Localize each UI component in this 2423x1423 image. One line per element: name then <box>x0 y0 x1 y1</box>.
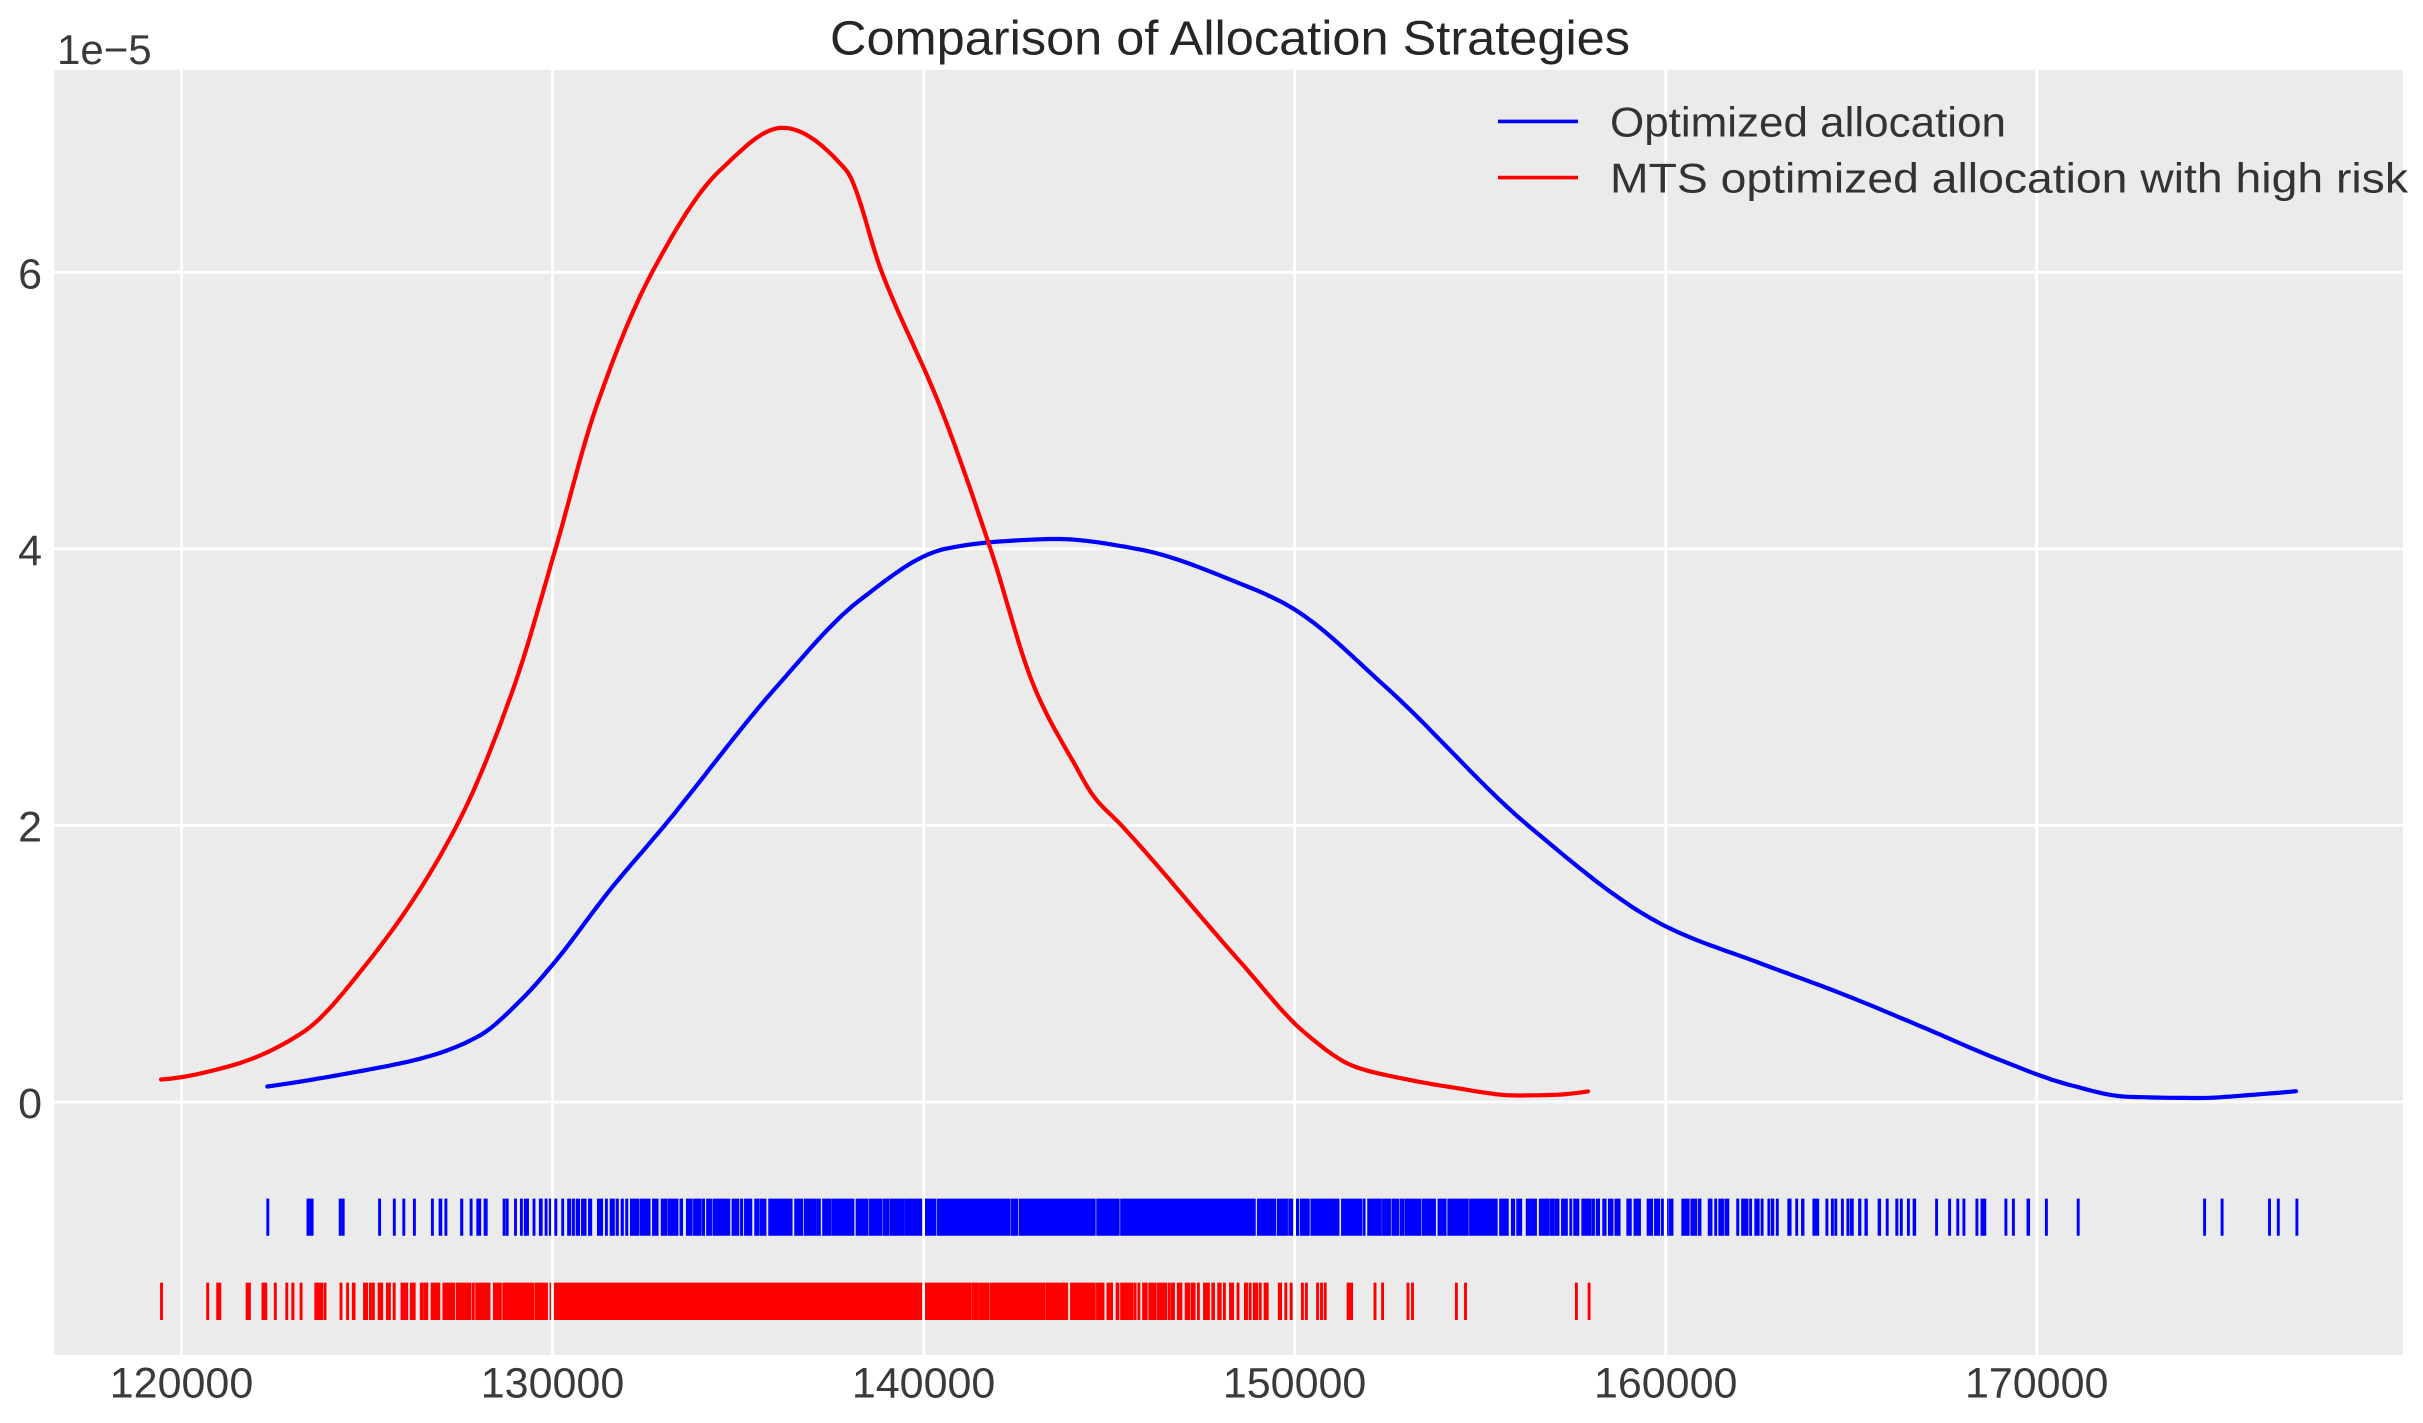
svg-text:0: 0 <box>18 1080 42 1128</box>
svg-text:Optimized allocation: Optimized allocation <box>1610 99 2006 146</box>
svg-text:160000: 160000 <box>1594 1360 1738 1408</box>
svg-text:MTS optimized allocation with: MTS optimized allocation with high risk <box>1610 155 2408 202</box>
svg-text:1e−5: 1e−5 <box>57 26 152 73</box>
svg-text:130000: 130000 <box>481 1360 625 1408</box>
svg-text:150000: 150000 <box>1223 1360 1367 1408</box>
svg-text:6: 6 <box>18 250 42 298</box>
svg-text:140000: 140000 <box>852 1360 996 1408</box>
svg-text:4: 4 <box>18 527 42 575</box>
svg-text:170000: 170000 <box>1965 1360 2109 1408</box>
svg-text:2: 2 <box>18 803 42 851</box>
svg-text:Comparison of Allocation Strat: Comparison of Allocation Strategies <box>830 13 1630 66</box>
svg-text:120000: 120000 <box>110 1360 254 1408</box>
